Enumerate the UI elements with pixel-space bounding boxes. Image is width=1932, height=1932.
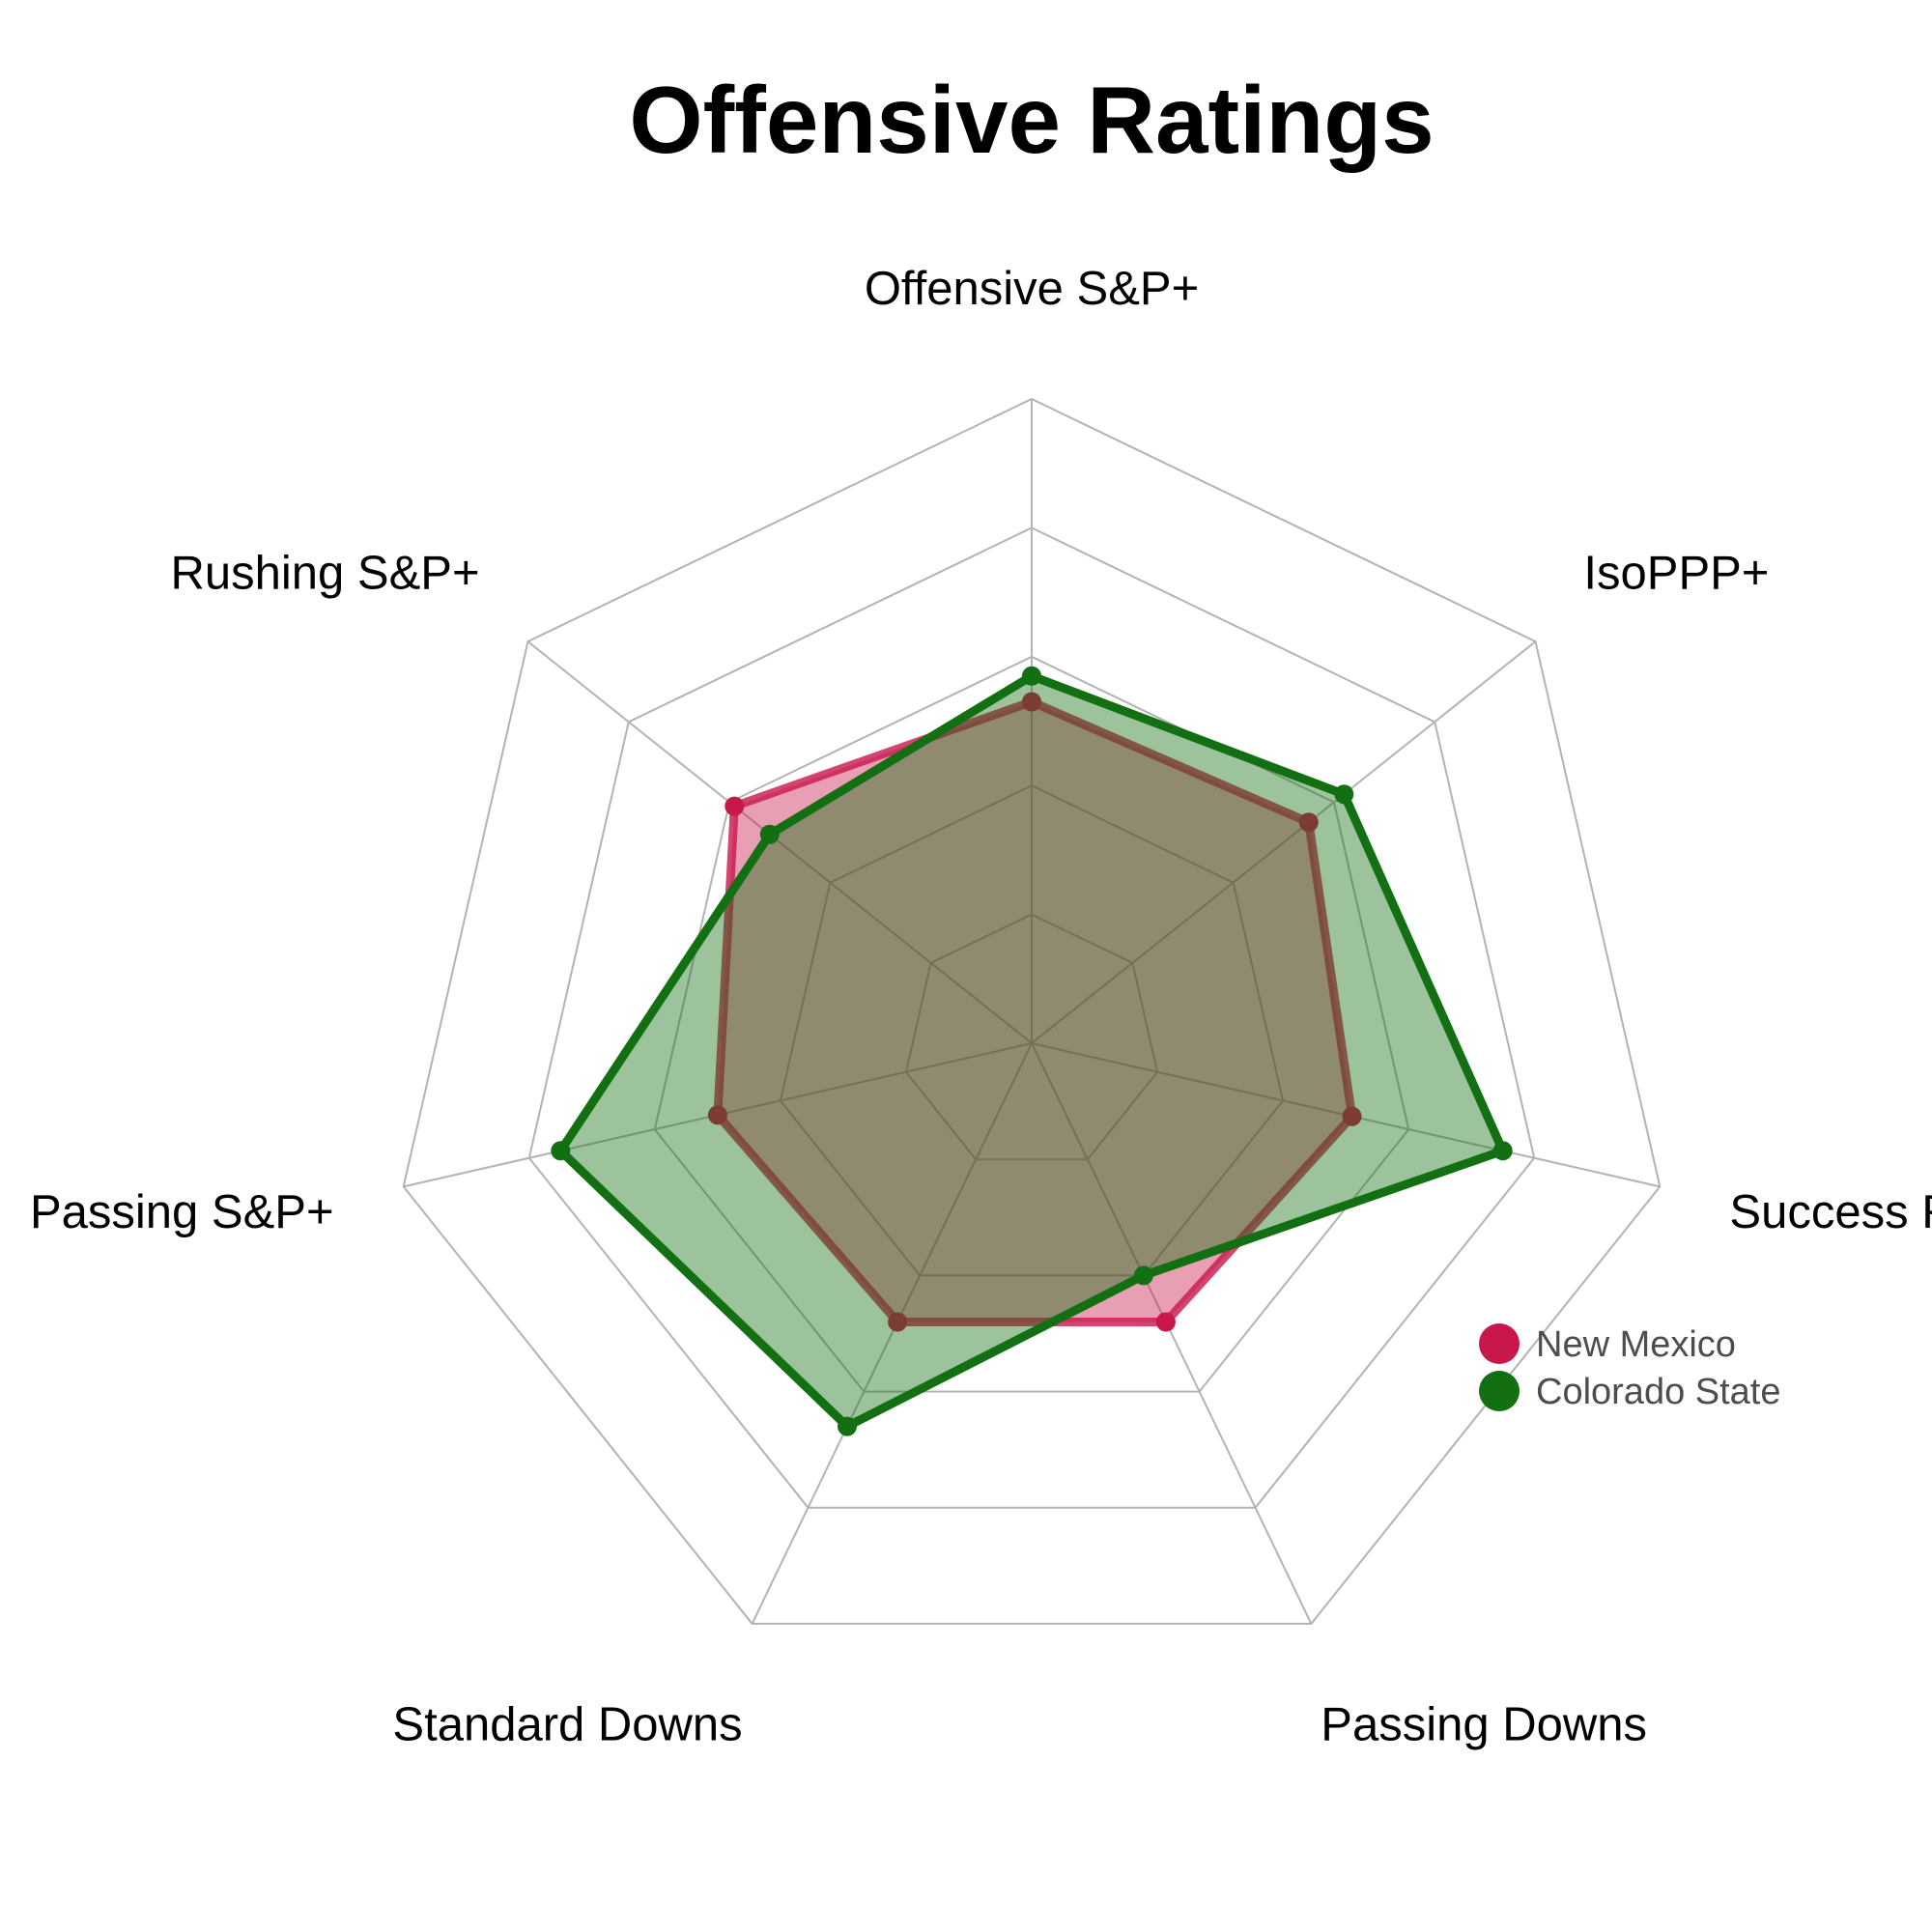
grid-ring — [402, 397, 1662, 1625]
data-point-colorado-state — [759, 824, 780, 844]
data-point-new-mexico — [1155, 1312, 1176, 1332]
data-point-colorado-state — [1492, 1141, 1513, 1161]
data-point-colorado-state — [1022, 666, 1041, 686]
series-new-mexico — [707, 692, 1362, 1332]
legend-marker — [1479, 1371, 1520, 1411]
axis-label: Rushing S&P+ — [171, 547, 480, 599]
axis-label: Offensive S&P+ — [865, 263, 1199, 315]
series-line-colorado-state — [555, 671, 1508, 1432]
series-area-new-mexico — [717, 701, 1352, 1322]
grid-ring — [653, 655, 1410, 1393]
data-point-new-mexico — [707, 1105, 727, 1125]
axis-label: IsoPPP+ — [1583, 547, 1769, 599]
series-line-new-mexico — [713, 697, 1357, 1326]
axis-label: Success Rate — [1729, 1186, 1932, 1238]
grid-spoke — [751, 1042, 1033, 1625]
data-point-new-mexico — [1342, 1106, 1362, 1126]
legend-marker — [1479, 1323, 1520, 1364]
legend-label: Colorado State — [1536, 1372, 1781, 1412]
data-point-colorado-state — [1334, 784, 1354, 805]
grid-ring — [904, 913, 1159, 1161]
radar-grid — [402, 397, 1662, 1625]
data-point-colorado-state — [551, 1141, 571, 1161]
radar-series — [551, 666, 1513, 1436]
legend-label: New Mexico — [1536, 1324, 1736, 1365]
data-point-new-mexico — [1298, 812, 1319, 833]
axis-labels: Offensive S&P+ IsoPPP+ Success Rate Passing… — [30, 263, 1932, 1751]
series-area-colorado-state — [560, 675, 1503, 1427]
data-point-new-mexico — [724, 796, 745, 816]
grid-ring — [527, 526, 1536, 1509]
axis-label: Passing S&P+ — [30, 1186, 334, 1238]
grid-spoke — [1031, 1042, 1313, 1625]
grid-spoke — [526, 640, 1033, 1044]
legend: New Mexico Colorado State — [1479, 1323, 1781, 1412]
data-point-new-mexico — [1022, 692, 1041, 712]
chart-title: Offensive Ratings — [629, 67, 1434, 173]
data-point-new-mexico — [888, 1312, 908, 1332]
data-point-colorado-state — [1133, 1265, 1153, 1286]
axis-label: Passing Downs — [1321, 1699, 1647, 1751]
series-colorado-state — [551, 666, 1513, 1436]
data-point-colorado-state — [838, 1416, 857, 1436]
grid-ring — [779, 784, 1285, 1277]
axis-label: Standard Downs — [392, 1699, 742, 1751]
grid-spoke — [1031, 640, 1537, 1044]
